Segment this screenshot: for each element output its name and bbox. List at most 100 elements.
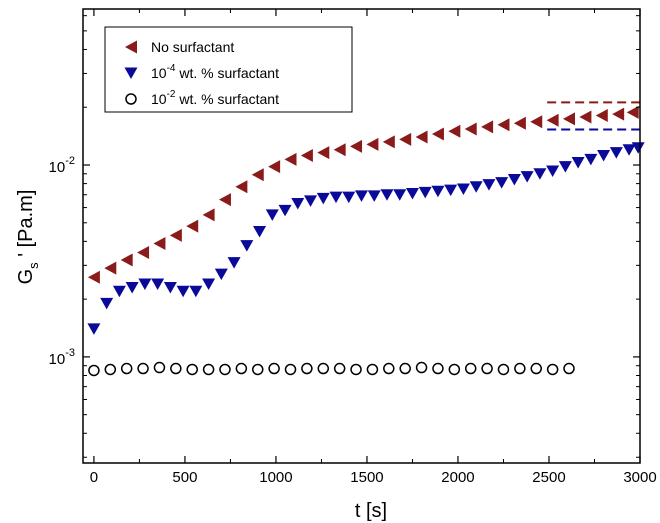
legend-marker-3 (125, 93, 137, 105)
data-point-series-2 (100, 297, 114, 310)
data-point-series-2 (240, 240, 254, 252)
legend-label-2: 10-4 wt. % surfactant (151, 63, 279, 81)
data-point-series-1 (317, 146, 330, 160)
data-point-series-3 (120, 362, 133, 375)
data-point-series-1 (448, 124, 461, 138)
legend-box (104, 26, 353, 113)
data-point-series-2 (163, 281, 177, 294)
data-point-series-2 (609, 147, 623, 159)
data-point-series-1 (333, 143, 346, 157)
data-point-series-1 (350, 139, 363, 153)
data-point-series-1 (284, 152, 297, 166)
data-point-series-3 (88, 364, 100, 377)
y-axis-label-sub: s (26, 262, 41, 269)
data-point-series-3 (546, 363, 559, 376)
data-point-series-2 (176, 285, 190, 298)
data-point-series-1 (186, 219, 199, 233)
data-point-series-1 (481, 120, 494, 134)
data-point-series-1 (415, 130, 428, 144)
data-point-series-2 (558, 161, 572, 173)
x-tick-label: 1500 (350, 469, 383, 486)
data-point-series-2 (87, 323, 101, 335)
data-point-series-2 (631, 142, 645, 154)
data-point-series-2 (329, 191, 343, 204)
data-point-series-1 (431, 127, 444, 141)
data-point-series-1 (120, 253, 133, 267)
axes-ticks: 0 500 1000 1500 2000 2500 3000 10-3 10-2 (49, 9, 657, 486)
data-point-series-2 (367, 190, 381, 202)
data-point-series-1 (251, 168, 264, 182)
data-point-series-3 (399, 362, 411, 375)
data-point-series-2 (138, 278, 152, 290)
data-point-series-3 (104, 363, 117, 376)
data-point-series-1 (366, 137, 379, 151)
data-point-series-2 (304, 195, 318, 207)
x-tick-label: 3000 (623, 469, 656, 486)
data-point-series-3 (497, 363, 510, 376)
data-point-series-3 (317, 362, 330, 375)
data-point-series-2 (482, 179, 496, 191)
data-point-series-1 (382, 135, 395, 149)
data-point-series-2 (125, 281, 139, 294)
data-point-series-3 (464, 362, 477, 375)
data-point-series-2 (393, 189, 407, 201)
data-point-series-2 (622, 144, 636, 156)
data-point-series-1 (137, 245, 150, 259)
data-point-series-1 (546, 113, 559, 127)
data-point-series-1 (530, 115, 543, 129)
data-point-series-2 (151, 278, 165, 290)
data-point-series-1 (626, 105, 639, 119)
data-point-series-2 (342, 191, 356, 204)
data-point-series-2 (291, 198, 305, 210)
data-point-series-1 (464, 122, 477, 136)
data-point-series-2 (227, 257, 241, 269)
y-axis-label-rest: ' [Pa.m] (15, 190, 37, 263)
data-point-series-1 (202, 208, 215, 222)
data-point-series-2 (507, 174, 521, 186)
y-axis-label: Gs ' [Pa.m] (15, 190, 41, 285)
data-point-series-1 (268, 160, 281, 174)
data-point-series-3 (530, 362, 542, 375)
data-point-series-1 (563, 112, 576, 126)
y-tick-label: 10-3 (49, 347, 75, 368)
data-point-series-2 (405, 188, 419, 200)
data-point-series-1 (399, 132, 412, 146)
data-point-series-3 (366, 363, 379, 376)
data-point-series-2 (444, 184, 458, 197)
data-point-series-1 (87, 270, 100, 284)
x-tick-label: 2500 (532, 469, 565, 486)
data-point-series-3 (432, 362, 444, 375)
data-point-series-3 (514, 362, 526, 375)
data-point-series-3 (251, 363, 264, 376)
data-point-series-2 (355, 190, 368, 202)
data-point-series-3 (448, 363, 461, 376)
data-point-series-2 (495, 177, 509, 189)
data-point-series-3 (481, 362, 493, 375)
data-point-series-2 (380, 189, 394, 201)
legend-marker-1 (125, 40, 137, 54)
data-point-series-2 (597, 150, 611, 162)
data-point-series-3 (350, 363, 362, 376)
x-tick-label: 2000 (441, 469, 474, 486)
data-point-series-1 (579, 110, 592, 124)
data-point-series-2 (189, 285, 203, 298)
data-point-series-1 (612, 107, 625, 121)
data-point-series-2 (253, 226, 267, 238)
plot-frame (82, 8, 641, 464)
data-point-series-3 (333, 362, 346, 375)
data-point-series-2 (520, 171, 534, 183)
data-point-series-1 (300, 149, 313, 163)
data-point-series-3 (137, 362, 149, 375)
data-point-series-2 (316, 192, 330, 205)
y-axis-label-main: G (15, 269, 37, 285)
data-point-series-3 (301, 362, 313, 375)
data-point-series-3 (563, 362, 575, 375)
data-point-series-2 (546, 165, 560, 178)
data-point-series-1 (513, 116, 526, 130)
data-point-series-3 (170, 362, 182, 375)
data-point-series-1 (595, 109, 608, 123)
data-point-series-2 (533, 168, 547, 180)
legend: No surfactant 10-4 wt. % surfactant 10-2 w… (104, 26, 353, 113)
data-point-series-1 (497, 118, 510, 132)
x-tick-label: 0 (90, 469, 98, 486)
